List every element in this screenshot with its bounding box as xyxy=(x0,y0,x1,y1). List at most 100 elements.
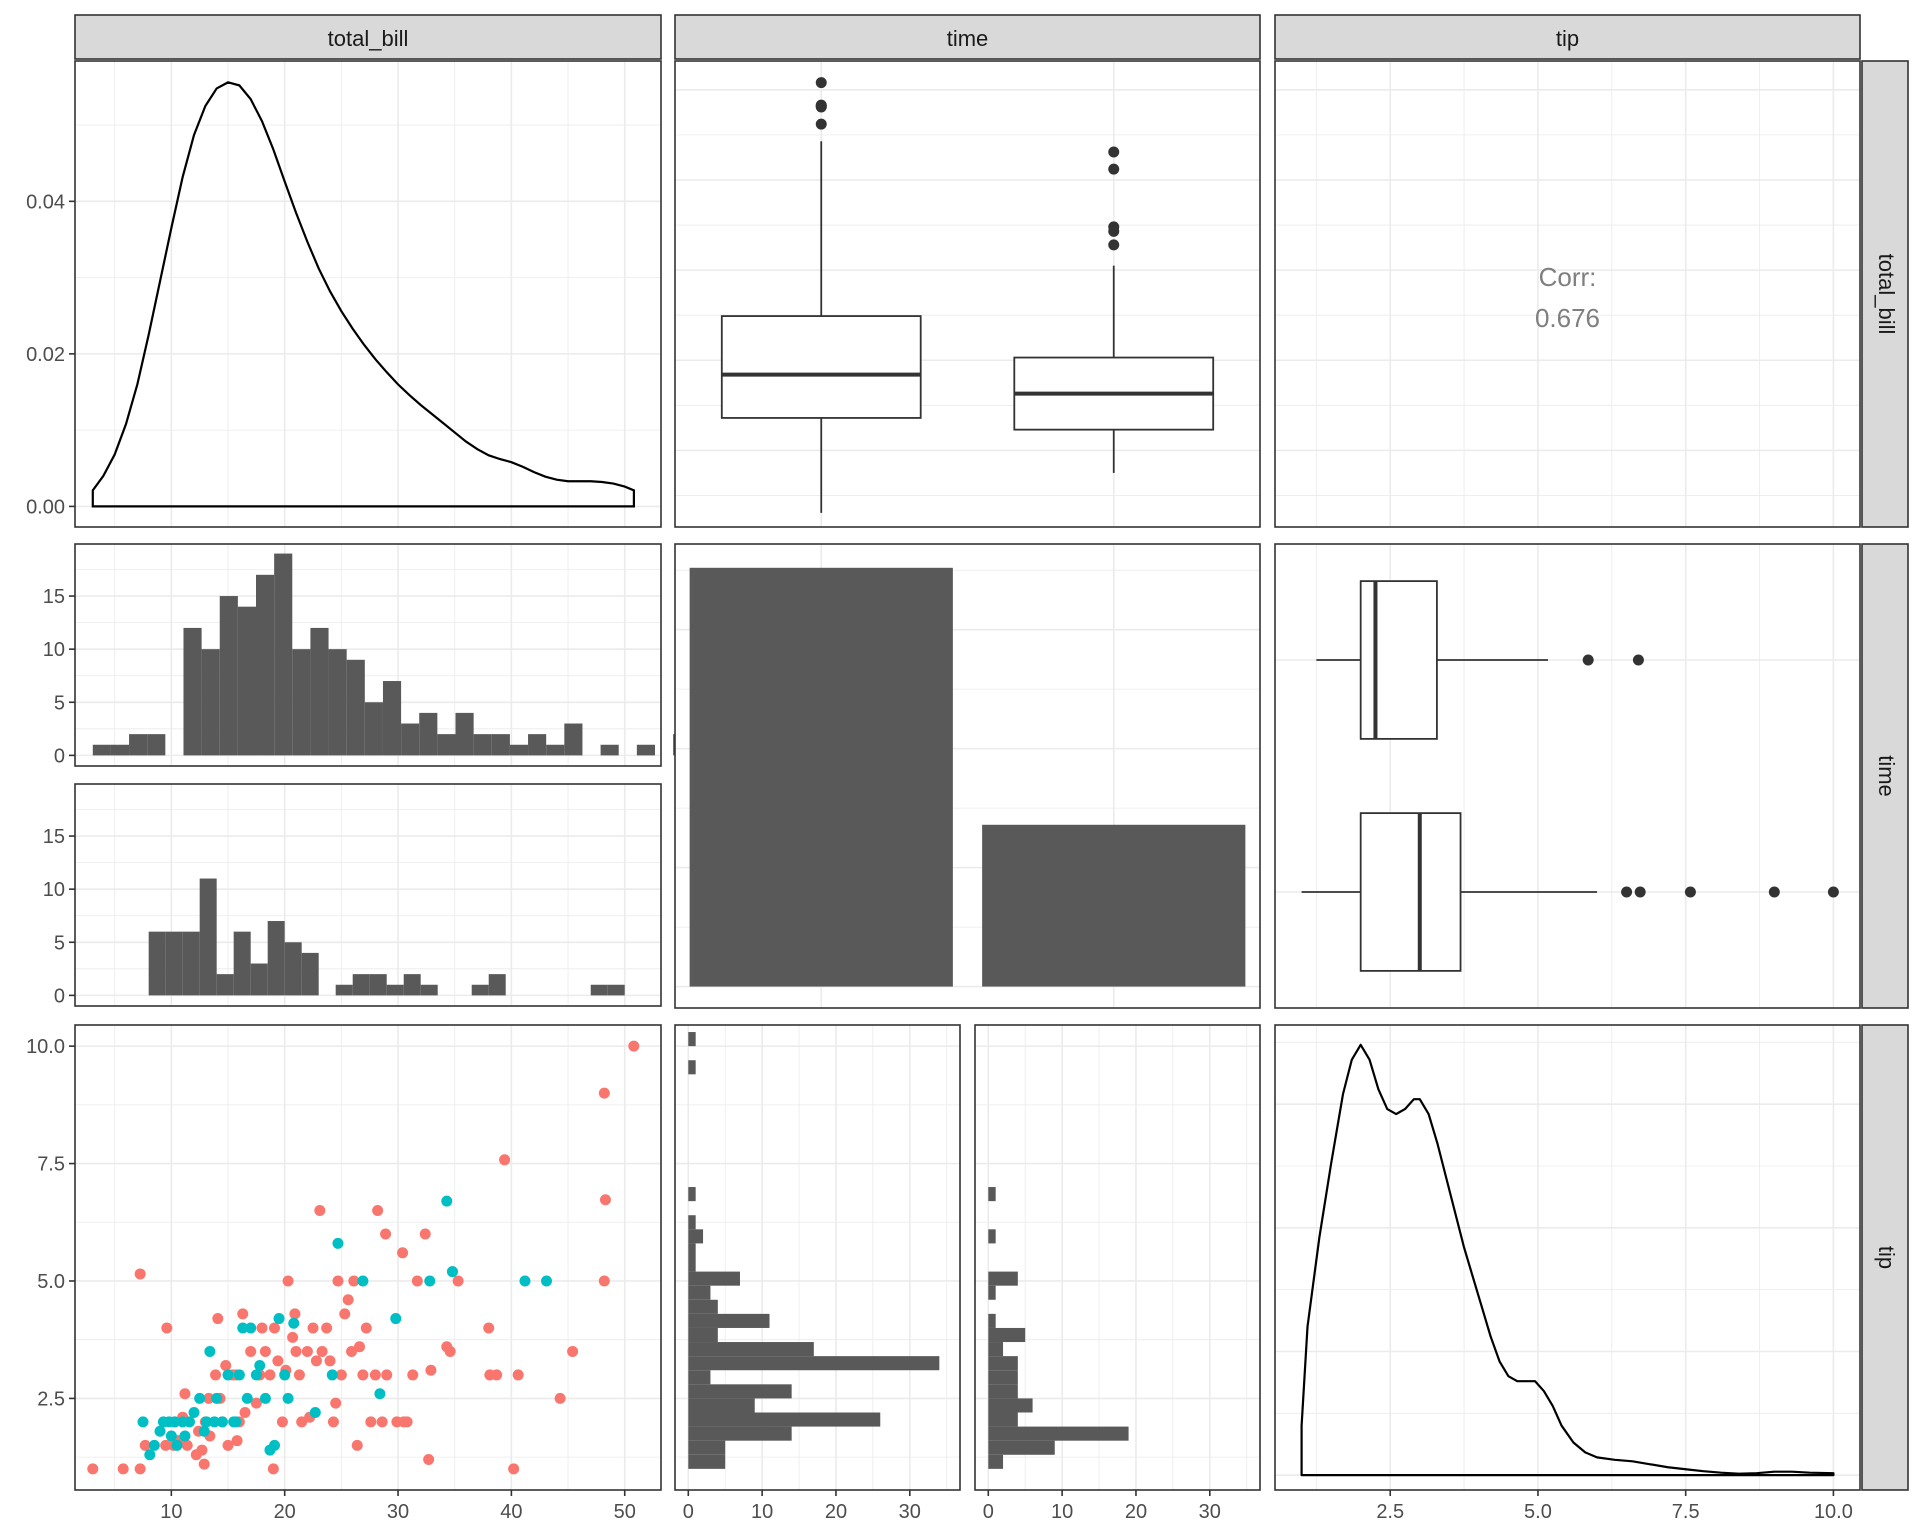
scatter-point xyxy=(169,1416,181,1428)
histogram-total-bill-top-bar xyxy=(346,659,365,756)
histogram-total-bill-top-bar xyxy=(92,744,111,756)
boxplot-total-bill-outlier xyxy=(1108,225,1120,237)
column-strip xyxy=(74,14,662,60)
column-strip xyxy=(674,14,1261,60)
histogram-total-bill-bottom-bar xyxy=(369,974,387,996)
scatter-point xyxy=(357,1369,369,1381)
histogram-total-bill-bottom-bar xyxy=(148,931,166,996)
histogram-tip-right-border xyxy=(974,1024,1261,1491)
scatter-point xyxy=(483,1322,495,1334)
column-strip-label: total_bill xyxy=(328,26,409,51)
boxplot-total-bill-outlier xyxy=(815,101,827,113)
scatter-point xyxy=(348,1275,360,1287)
scatter-point xyxy=(423,1453,435,1465)
x-tick-label: 40 xyxy=(500,1501,522,1523)
histogram-total-bill-bottom-bar xyxy=(250,963,268,996)
scatter-point xyxy=(372,1205,384,1217)
histogram-tip-right-bar xyxy=(988,1342,1004,1357)
histogram-tip-left-bar xyxy=(688,1412,881,1427)
x-tick-label: 10 xyxy=(160,1501,182,1523)
scatter-point xyxy=(301,1345,313,1357)
scatter-point xyxy=(211,1392,223,1404)
correlation-label: Corr: xyxy=(1539,262,1597,292)
scatter-point xyxy=(237,1308,249,1320)
scatter-point xyxy=(222,1439,234,1451)
boxplot-tip-outlier xyxy=(1768,886,1780,898)
scatter-point xyxy=(316,1345,328,1357)
scatter-point xyxy=(309,1407,321,1418)
scatter-point xyxy=(369,1369,381,1381)
scatter-point xyxy=(259,1345,271,1357)
histogram-total-bill-bottom-border xyxy=(74,783,662,1007)
histogram-total-bill-top-bar xyxy=(382,681,402,756)
y-tick-label: 15 xyxy=(43,826,65,848)
scatter-point xyxy=(212,1313,224,1325)
scatter-point xyxy=(397,1247,409,1259)
y-tick-label: 15 xyxy=(43,586,65,608)
scatter-point xyxy=(134,1463,146,1475)
histogram-tip-left-bar xyxy=(688,1356,940,1371)
scatter-point xyxy=(233,1369,245,1381)
scatter-point xyxy=(272,1355,284,1367)
scatter-point xyxy=(231,1435,243,1447)
scatter-point xyxy=(267,1463,279,1475)
scatter-point xyxy=(245,1345,257,1357)
histogram-total-bill-bottom-bar xyxy=(267,921,285,996)
scatter-point xyxy=(198,1425,210,1437)
histogram-tip-left-border xyxy=(674,1024,961,1491)
y-tick-label: 10 xyxy=(43,879,65,901)
scatter-point xyxy=(254,1360,266,1372)
histogram-total-bill-bottom-bar xyxy=(352,974,370,996)
scatter-point xyxy=(287,1331,299,1343)
histogram-total-bill-bottom-bar xyxy=(386,984,404,996)
scatter-point xyxy=(346,1345,358,1357)
row-strip xyxy=(1861,60,1909,528)
scatter-point xyxy=(411,1275,423,1287)
x-tick-label: 20 xyxy=(1125,1501,1147,1523)
scatter-point xyxy=(203,1392,215,1404)
correlation-panel-border xyxy=(1274,60,1861,528)
y-tick-label: 0.04 xyxy=(26,191,65,213)
x-tick-label: 2.5 xyxy=(1376,1501,1404,1523)
scatter-point xyxy=(273,1313,285,1325)
x-tick-label: 10 xyxy=(1051,1501,1073,1523)
scatter-point xyxy=(314,1205,326,1217)
boxplot-total-bill-outlier xyxy=(815,77,827,89)
histogram-total-bill-top-bar xyxy=(256,574,275,756)
histogram-total-bill-bottom-bar xyxy=(233,931,251,996)
scatter-point xyxy=(342,1294,354,1306)
histogram-tip-left-bar xyxy=(688,1398,755,1413)
boxplot-total-bill-by-time-border xyxy=(674,60,1261,528)
scatter-point xyxy=(360,1322,372,1334)
scatter-point xyxy=(407,1369,419,1381)
scatter-point xyxy=(279,1369,291,1381)
scatter-point xyxy=(381,1369,393,1381)
histogram-total-bill-bottom-bar xyxy=(301,952,319,996)
scatter-point xyxy=(216,1416,228,1428)
scatter-point xyxy=(499,1154,511,1166)
scatter-point xyxy=(446,1266,458,1278)
histogram-total-bill-top-bar xyxy=(328,649,347,756)
scatter-point xyxy=(87,1463,99,1475)
scatter-point xyxy=(241,1392,253,1404)
histogram-tip-right-bar xyxy=(988,1412,1018,1427)
histogram-total-bill-bottom-bar xyxy=(471,984,489,996)
scatter-point xyxy=(160,1439,172,1451)
histogram-total-bill-top-bar xyxy=(310,627,329,756)
histogram-tip-right-bar xyxy=(988,1426,1129,1441)
scatter-point xyxy=(200,1416,212,1428)
histogram-tip-right-bar xyxy=(988,1356,1018,1371)
scatter-point xyxy=(148,1439,160,1451)
scatter-point xyxy=(268,1439,280,1451)
scatter-point xyxy=(380,1228,392,1240)
x-tick-label: 50 xyxy=(614,1501,636,1523)
y-tick-label: 0 xyxy=(54,745,65,767)
histogram-tip-right-bar xyxy=(988,1384,1018,1399)
scatter-point xyxy=(198,1458,210,1470)
scatter-bill-tip-border xyxy=(74,1024,662,1491)
bar-time xyxy=(982,824,1246,987)
bar-time xyxy=(689,567,953,987)
scatter-point xyxy=(183,1416,195,1428)
scatter-point xyxy=(282,1392,294,1404)
histogram-total-bill-top-bar xyxy=(292,649,311,756)
